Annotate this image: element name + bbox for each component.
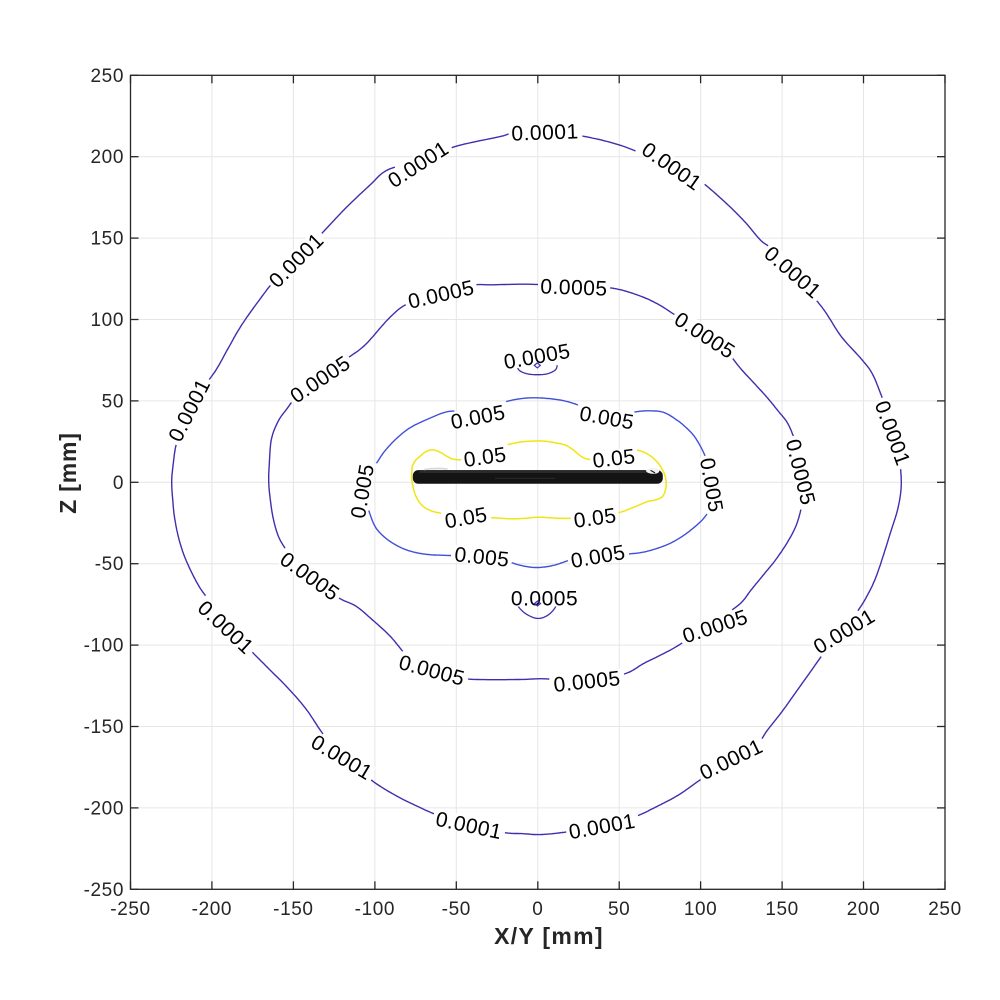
svg-text:200: 200 xyxy=(90,147,124,168)
svg-text:-100: -100 xyxy=(84,636,124,657)
svg-text:-250: -250 xyxy=(84,880,124,901)
svg-text:0.0005: 0.0005 xyxy=(540,275,608,300)
svg-text:-50: -50 xyxy=(442,899,471,920)
svg-text:100: 100 xyxy=(90,310,124,331)
svg-text:50: 50 xyxy=(102,391,124,412)
svg-text:-200: -200 xyxy=(192,899,232,920)
svg-text:-150: -150 xyxy=(84,717,124,738)
svg-text:-250: -250 xyxy=(110,899,150,920)
svg-text:250: 250 xyxy=(90,66,124,87)
svg-text:0: 0 xyxy=(532,899,543,920)
svg-text:0.005: 0.005 xyxy=(453,543,510,572)
svg-text:0.05: 0.05 xyxy=(591,445,636,473)
svg-text:-200: -200 xyxy=(84,798,124,819)
svg-text:-150: -150 xyxy=(273,899,313,920)
svg-text:50: 50 xyxy=(608,899,630,920)
svg-text:100: 100 xyxy=(684,899,718,920)
svg-text:Z [mm]: Z [mm] xyxy=(55,432,81,513)
svg-text:150: 150 xyxy=(765,899,799,920)
svg-text:250: 250 xyxy=(928,899,962,920)
svg-text:X/Y [mm]: X/Y [mm] xyxy=(494,923,604,949)
svg-text:150: 150 xyxy=(90,229,124,250)
svg-text:-50: -50 xyxy=(95,554,124,575)
svg-text:0.0005: 0.0005 xyxy=(511,588,578,611)
svg-text:-100: -100 xyxy=(355,899,395,920)
svg-text:0: 0 xyxy=(113,473,124,494)
svg-text:0.0001: 0.0001 xyxy=(511,120,579,145)
svg-text:200: 200 xyxy=(847,899,881,920)
